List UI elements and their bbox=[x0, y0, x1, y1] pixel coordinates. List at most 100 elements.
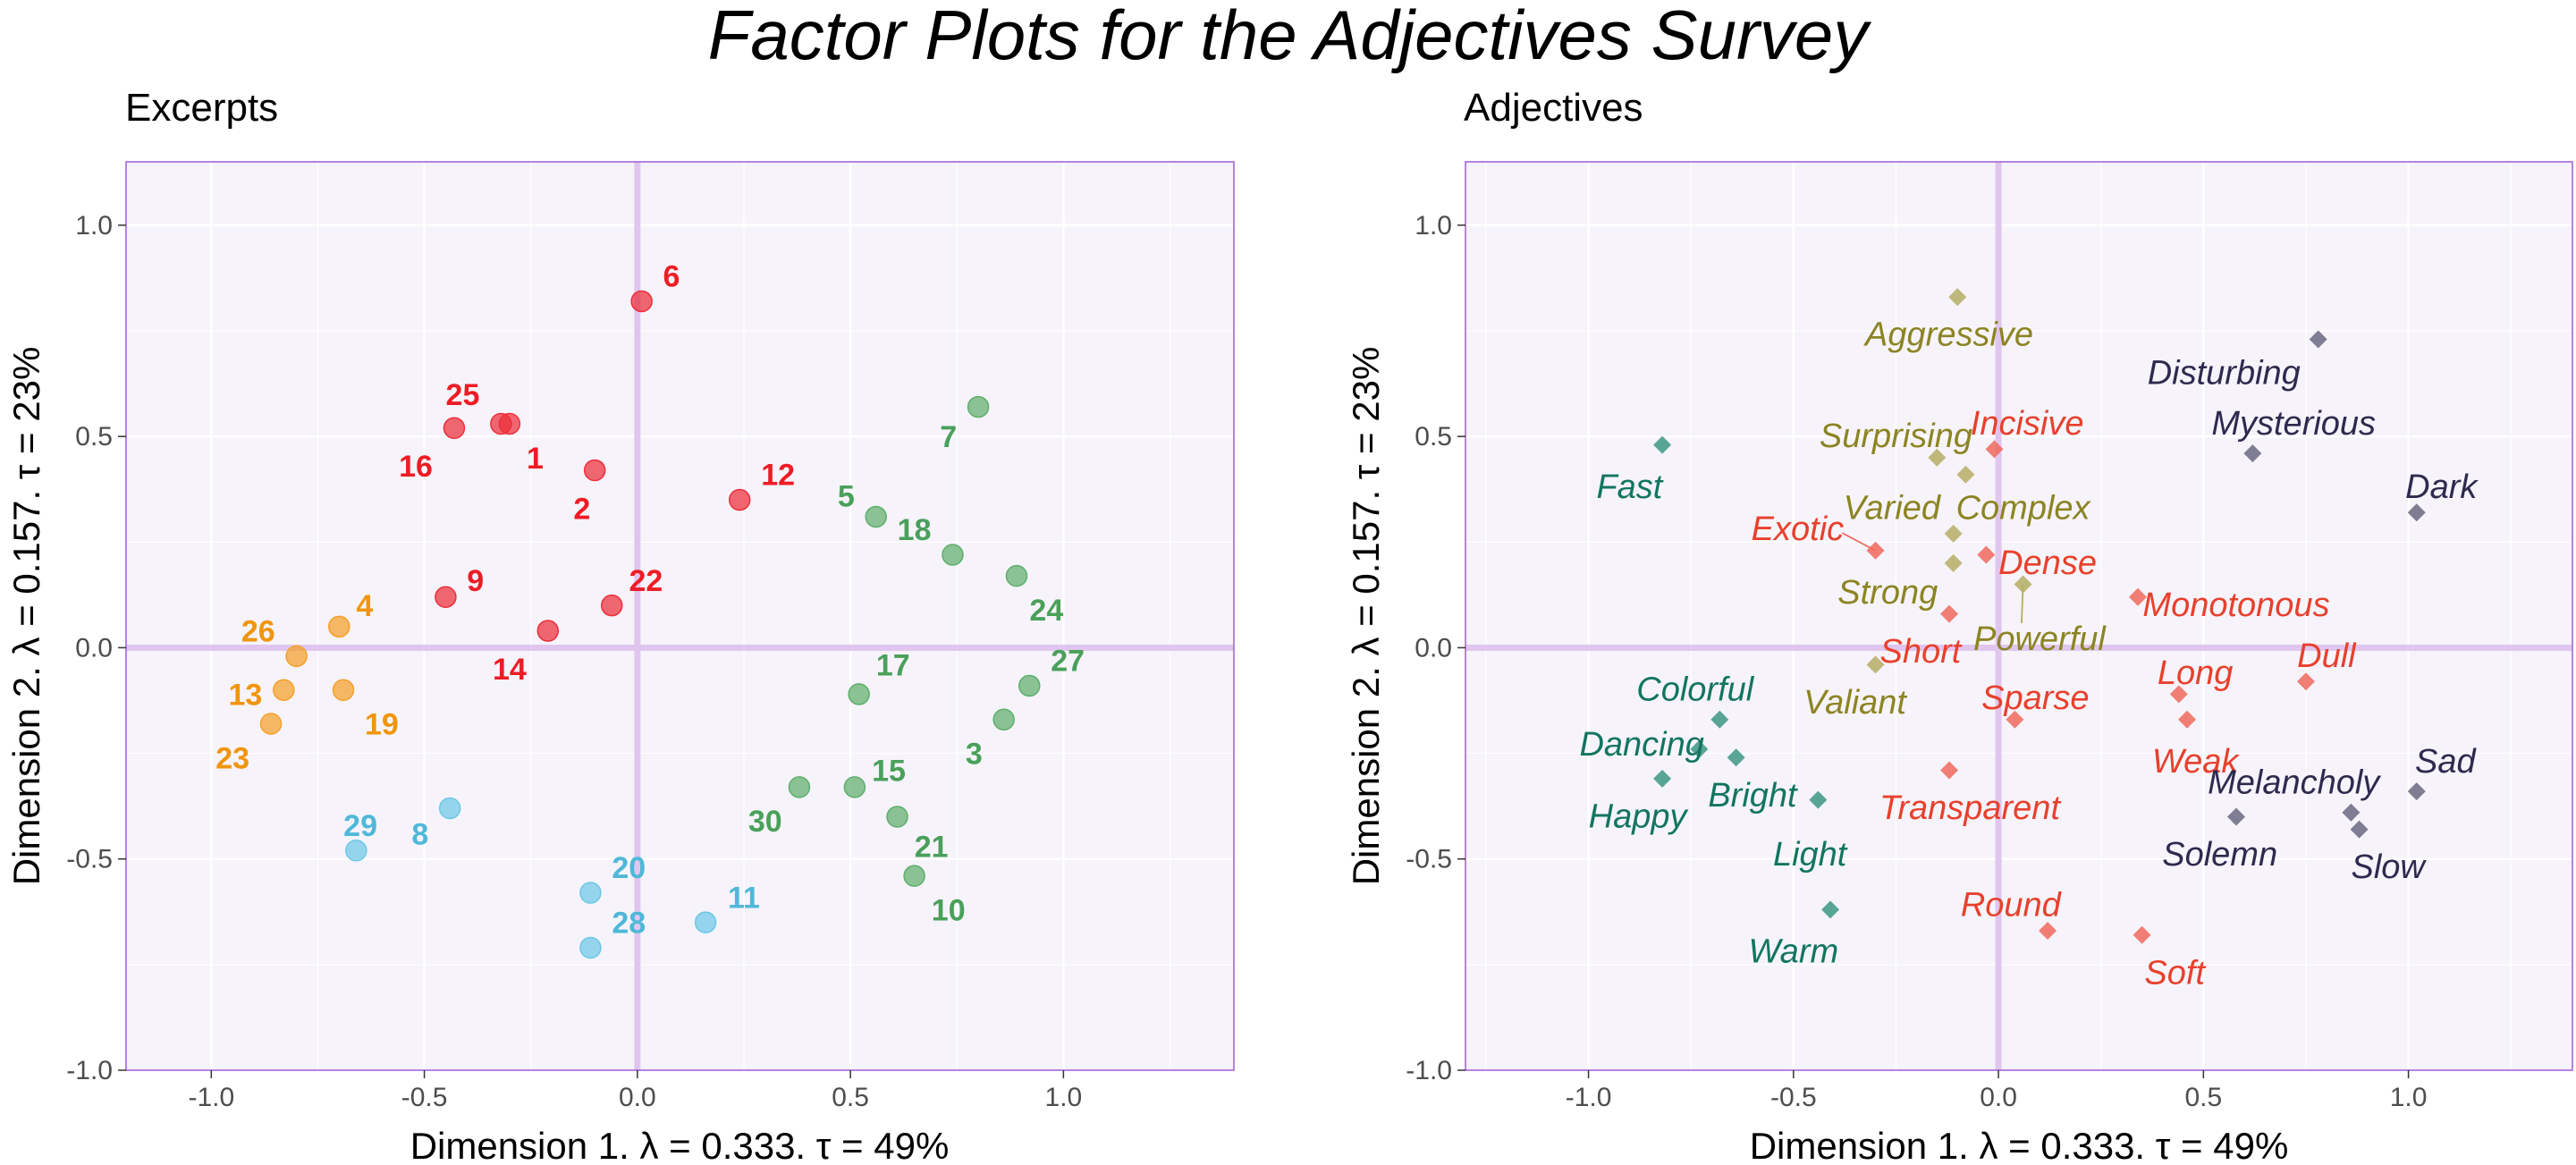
point-marker bbox=[1821, 900, 1840, 919]
point-marker bbox=[328, 615, 351, 638]
point-label: Solemn bbox=[2162, 836, 2277, 874]
x-tick-label: -1.0 bbox=[188, 1083, 234, 1112]
point-label: Transparent bbox=[1879, 789, 2062, 827]
point-label: Fast bbox=[1596, 469, 1663, 506]
point-marker bbox=[332, 679, 355, 701]
point-marker bbox=[728, 488, 751, 511]
point-label: 13 bbox=[229, 678, 263, 712]
y-tick-label: 1.0 bbox=[75, 211, 113, 241]
point-marker bbox=[1944, 553, 1963, 572]
point-label: Disturbing bbox=[2148, 354, 2301, 392]
point-label: Long bbox=[2158, 654, 2234, 692]
excerpts-factor-plot: -1.0 -0.5 0.0 0.5 1.0 -1.0 -0.5 0.0 0.5 1.0 Dimens… bbox=[5, 161, 1235, 1165]
point-label: 19 bbox=[365, 708, 399, 742]
y-tick-label: 1.0 bbox=[1415, 211, 1452, 241]
point-marker bbox=[2133, 925, 2151, 944]
point-marker bbox=[2014, 575, 2032, 594]
point-label: Sad bbox=[2415, 743, 2477, 781]
point-marker bbox=[992, 708, 1015, 731]
point-label: Dull bbox=[2297, 637, 2357, 675]
point-marker bbox=[601, 594, 623, 617]
point-marker bbox=[1690, 739, 1709, 758]
point-label: Colorful bbox=[1636, 671, 1754, 709]
point-marker bbox=[2407, 782, 2426, 801]
point-marker bbox=[865, 505, 887, 528]
point-label: Strong bbox=[1837, 574, 1938, 612]
point-label: Round bbox=[1961, 887, 2063, 924]
point-marker bbox=[1809, 790, 1828, 809]
adjectives-factor-plot: -1.0 -0.5 0.0 0.5 1.0 -1.0 -0.5 0.0 0.5 1.0 Dimens… bbox=[1345, 161, 2573, 1165]
point-marker bbox=[273, 679, 295, 701]
point-label: 21 bbox=[915, 831, 949, 865]
point-label: 16 bbox=[399, 450, 433, 484]
point-label: 14 bbox=[493, 653, 527, 687]
point-marker bbox=[345, 840, 367, 862]
point-marker bbox=[1944, 524, 1963, 543]
excerpts-panel-title: Excerpts bbox=[125, 86, 279, 130]
x-tick-label: 0.5 bbox=[832, 1083, 869, 1112]
point-marker bbox=[536, 620, 560, 642]
x-tick-label: 1.0 bbox=[2390, 1083, 2428, 1112]
figure-title: Factor Plots for the Adjectives Survey bbox=[707, 0, 1869, 74]
point-marker bbox=[1018, 674, 1041, 697]
point-marker bbox=[2296, 672, 2315, 691]
point-marker bbox=[2169, 685, 2188, 704]
x-tick-label: 0.0 bbox=[1980, 1083, 2017, 1112]
point-marker bbox=[2039, 922, 2057, 941]
point-label: 5 bbox=[838, 479, 855, 513]
point-marker bbox=[886, 806, 908, 828]
point-marker bbox=[2177, 710, 2196, 729]
point-label: Dense bbox=[1998, 545, 2097, 582]
point-marker bbox=[2227, 807, 2246, 826]
point-marker bbox=[1948, 288, 1967, 307]
point-label: 30 bbox=[748, 805, 782, 839]
point-label: Monotonous bbox=[2142, 587, 2329, 624]
point-label: 7 bbox=[940, 420, 957, 454]
point-marker bbox=[1928, 448, 1947, 467]
point-label: Valiant bbox=[1803, 684, 1907, 722]
point-label: Weak bbox=[2152, 743, 2240, 781]
panel-background bbox=[1465, 162, 2572, 1070]
point-marker bbox=[788, 776, 811, 798]
x-tick-label: 0.0 bbox=[619, 1083, 656, 1112]
point-label: Complex bbox=[1956, 489, 2092, 527]
point-marker bbox=[498, 412, 521, 435]
x-axis-label: Dimension 1. λ = 0.333. τ = 49% bbox=[410, 1125, 950, 1165]
point-marker bbox=[438, 797, 461, 820]
point-label: 15 bbox=[872, 754, 906, 788]
point-label: 24 bbox=[1029, 594, 1063, 628]
point-marker bbox=[2407, 503, 2426, 522]
point-label: Short bbox=[1880, 633, 1963, 671]
point-label: Bright bbox=[1708, 777, 1798, 815]
point-marker bbox=[1940, 604, 1959, 623]
y-tick-label: 0.5 bbox=[75, 422, 113, 452]
point-marker bbox=[1653, 769, 1672, 788]
point-marker bbox=[2243, 444, 2262, 463]
point-label: 2 bbox=[573, 492, 590, 526]
y-axis-label: Dimension 2. λ = 0.157. τ = 23% bbox=[1345, 347, 1387, 886]
point-marker bbox=[694, 911, 717, 933]
panel-background bbox=[126, 162, 1234, 1070]
point-marker bbox=[583, 459, 606, 482]
point-label: 20 bbox=[612, 851, 646, 885]
point-label: Slow bbox=[2351, 848, 2427, 886]
point-marker bbox=[2350, 820, 2369, 839]
point-label: Varied bbox=[1844, 489, 1942, 527]
point-marker bbox=[579, 936, 602, 959]
y-tick-label: -0.5 bbox=[66, 845, 113, 874]
point-marker bbox=[285, 645, 308, 668]
y-tick-label: -1.0 bbox=[66, 1056, 113, 1085]
x-axis-label: Dimension 1. λ = 0.333. τ = 49% bbox=[1750, 1125, 2289, 1165]
point-marker bbox=[579, 882, 602, 904]
point-label: Soft bbox=[2144, 954, 2206, 992]
point-label: Aggressive bbox=[1863, 317, 2033, 354]
point-label: 10 bbox=[932, 893, 966, 927]
point-label: Powerful bbox=[1973, 620, 2107, 658]
point-label: 3 bbox=[966, 738, 983, 772]
point-label: Dancing bbox=[1579, 726, 1703, 764]
point-label: 12 bbox=[761, 459, 795, 493]
point-marker bbox=[1005, 564, 1028, 587]
x-tick-label: 0.5 bbox=[2184, 1083, 2222, 1112]
x-tick-label: -1.0 bbox=[1566, 1083, 1612, 1112]
